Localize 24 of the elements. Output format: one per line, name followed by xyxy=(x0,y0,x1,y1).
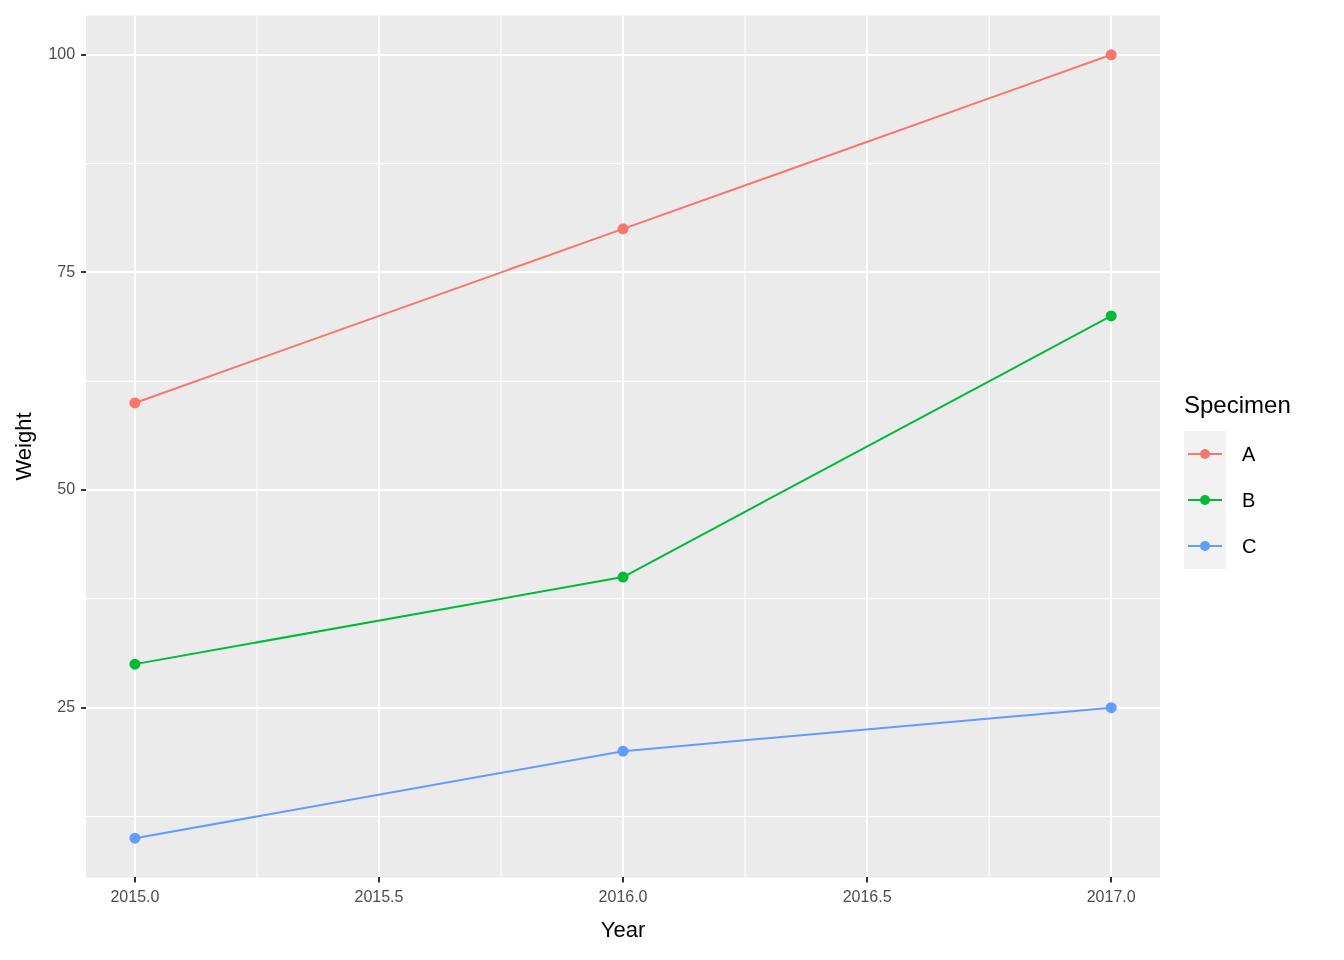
x-tick-label: 2016.5 xyxy=(842,888,892,906)
legend-label: C xyxy=(1242,534,1257,558)
x-tick-label: 2017.0 xyxy=(1086,888,1136,906)
x-tick-label: 2016.0 xyxy=(598,888,648,906)
y-tick-label: 100 xyxy=(48,45,76,63)
point xyxy=(1105,49,1117,61)
y-tick-label: 25 xyxy=(57,698,76,716)
legend-title: Specimen xyxy=(1184,391,1291,419)
x-axis-title: Year xyxy=(600,916,646,942)
point xyxy=(129,658,141,670)
legend-label: B xyxy=(1242,488,1256,512)
point xyxy=(1105,702,1117,714)
point xyxy=(617,571,629,583)
legend-label: A xyxy=(1242,442,1256,466)
y-tick-label: 75 xyxy=(57,262,76,280)
x-tick-label: 2015.0 xyxy=(110,888,160,906)
x-tick-label: 2015.5 xyxy=(354,888,404,906)
point xyxy=(129,832,141,844)
point xyxy=(617,745,629,757)
y-tick-label: 50 xyxy=(57,480,76,498)
point xyxy=(129,397,141,409)
y-axis-title: Weight xyxy=(11,412,37,481)
point xyxy=(1105,310,1117,322)
point xyxy=(617,223,629,235)
